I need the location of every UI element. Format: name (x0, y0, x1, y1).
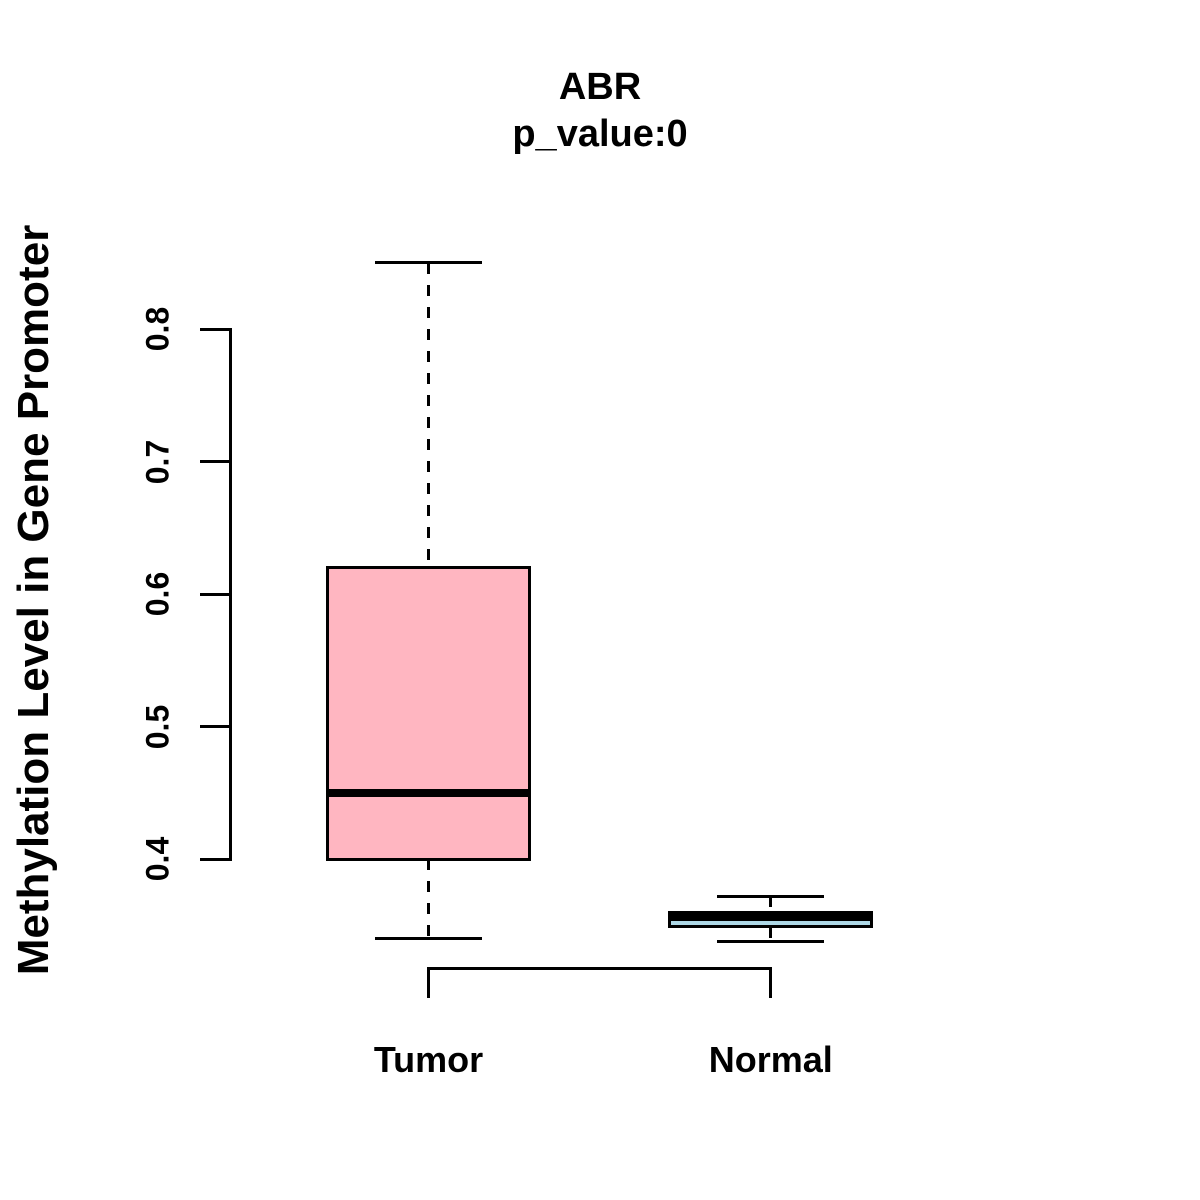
y-axis-tick-label: 0.7 (139, 439, 176, 484)
tumor-lower-whisker-line (427, 859, 430, 939)
normal-lower-whisker-line (769, 926, 773, 942)
tumor-box (326, 566, 531, 861)
tumor-median-line (326, 788, 531, 797)
tumor-upper-whisker-line (427, 262, 430, 568)
x-axis-tick-tumor (427, 966, 430, 999)
normal-median-line (668, 913, 874, 922)
y-axis-title: Methylation Level in Gene Promoter (9, 224, 58, 976)
normal-upper-whisker-line (769, 896, 773, 912)
chart-title-line1: ABR (558, 66, 642, 108)
tumor-lower-whisker-cap (375, 937, 482, 940)
tumor-category-label: Tumor (373, 1039, 484, 1080)
y-axis-tick (200, 857, 230, 861)
normal-upper-whisker-cap (717, 894, 825, 898)
y-axis-tick-label: 0.8 (139, 306, 176, 352)
y-axis-tick (200, 327, 230, 331)
chart-title: ABR p_value:0 (512, 64, 687, 158)
x-axis-line (427, 966, 773, 970)
y-axis-tick (200, 592, 230, 596)
y-axis-tick-label: 0.4 (139, 836, 176, 882)
y-axis-tick (200, 460, 230, 463)
normal-category-label: Normal (708, 1039, 833, 1080)
y-axis-line (228, 327, 232, 861)
x-axis-tick-normal (769, 966, 773, 999)
normal-lower-whisker-cap (717, 939, 825, 943)
y-axis-tick (200, 725, 230, 728)
chart-title-line2: p_value:0 (512, 113, 688, 155)
tumor-upper-whisker-cap (375, 261, 482, 265)
y-axis-tick-label: 0.6 (139, 571, 176, 617)
y-axis-tick-label: 0.5 (139, 704, 176, 749)
